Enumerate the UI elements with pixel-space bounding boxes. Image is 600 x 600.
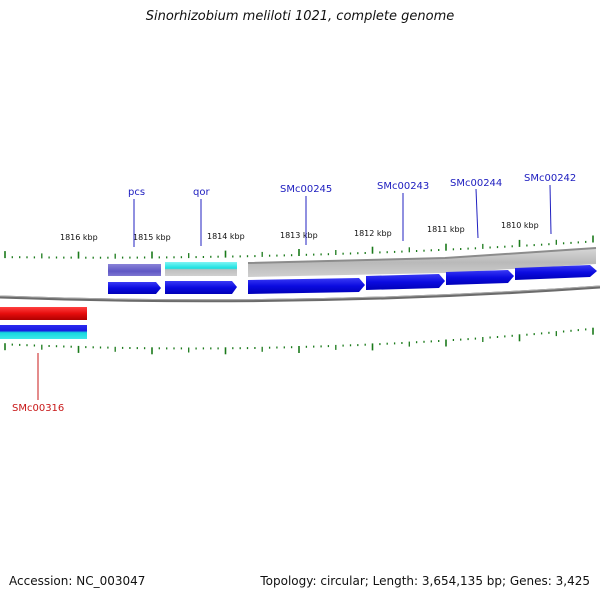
- leader-smc00242: [549, 184, 552, 235]
- gene-label-qor[interactable]: qor: [193, 187, 210, 198]
- feature-gray-band-top-edge: [247, 247, 597, 264]
- gene-bar-smc00316-lower[interactable]: [0, 325, 87, 339]
- gene-label-smc00243[interactable]: SMc00243: [377, 181, 429, 192]
- gene-arrow-qor[interactable]: [165, 281, 237, 294]
- lower-tick-row: [4, 327, 594, 355]
- gene-arrow-pcs[interactable]: [108, 282, 161, 294]
- accession-label: Accession: NC_003047: [9, 574, 146, 588]
- kbp-label-1812: 1812 kbp: [354, 229, 392, 238]
- leader-smc00244: [475, 188, 479, 239]
- gene-arrow-smc00244[interactable]: [446, 270, 514, 285]
- gene-arrow-smc00242[interactable]: [515, 265, 597, 280]
- genome-backbone-highlight: [0, 285, 600, 301]
- gene-label-smc00316[interactable]: SMc00316: [12, 403, 64, 414]
- kbp-label-1815: 1815 kbp: [133, 233, 171, 242]
- genome-title: Sinorhizobium meliloti 1021, complete ge…: [145, 9, 455, 24]
- feature-gray-band[interactable]: [248, 248, 596, 277]
- feature-qor-box[interactable]: [165, 262, 237, 276]
- feature-pcs-box[interactable]: [108, 264, 161, 276]
- kbp-label-1811: 1811 kbp: [427, 225, 465, 234]
- gene-arrow-smc00245[interactable]: [248, 278, 365, 294]
- kbp-label-1816: 1816 kbp: [60, 233, 98, 242]
- gene-label-smc00245[interactable]: SMc00245: [280, 184, 332, 195]
- genome-stats-label: Topology: circular; Length: 3,654,135 bp…: [260, 574, 590, 588]
- gene-label-pcs[interactable]: pcs: [128, 187, 145, 198]
- kbp-label-1814: 1814 kbp: [207, 232, 245, 241]
- genome-backbone: [0, 285, 600, 303]
- upper-tick-row: [4, 235, 594, 259]
- gene-label-smc00242[interactable]: SMc00242: [524, 173, 576, 184]
- kbp-label-1810: 1810 kbp: [501, 221, 539, 230]
- kbp-label-1813: 1813 kbp: [280, 231, 318, 240]
- gene-bar-smc00316-red[interactable]: [0, 307, 87, 320]
- gene-arrow-smc00243[interactable]: [366, 274, 445, 290]
- gene-label-smc00244[interactable]: SMc00244: [450, 178, 502, 189]
